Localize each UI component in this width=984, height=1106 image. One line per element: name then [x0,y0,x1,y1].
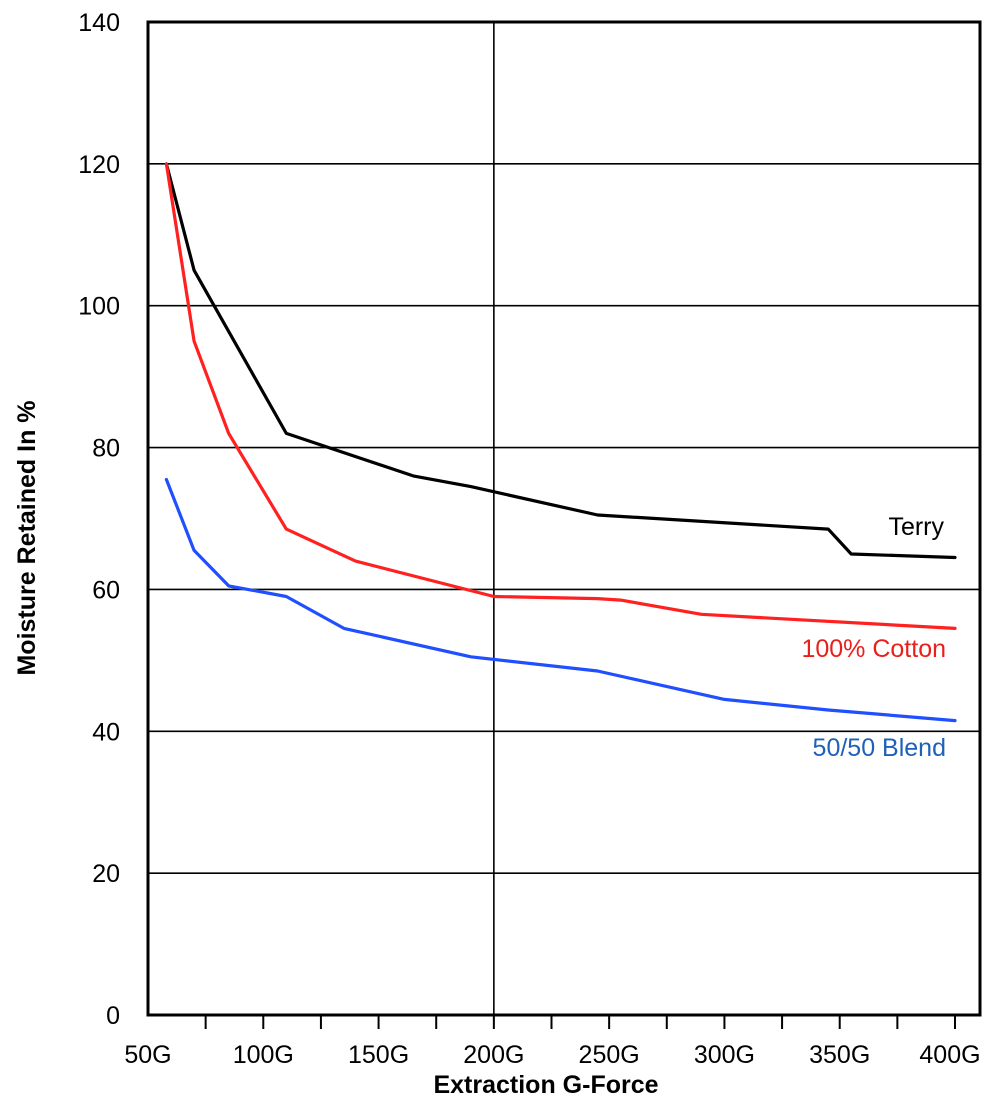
x-tick-label-50G: 50G [124,1041,171,1069]
x-tick-labels: 50G 100G 150G 200G 250G 300G 350G 400G [124,1041,980,1069]
x-tick-label-350G: 350G [809,1041,870,1069]
plot-frame [146,20,982,1017]
y-axis-title: Moisture Retained In % [13,400,41,675]
x-tick-label-250G: 250G [579,1041,640,1069]
series-labels: Terry 100% Cotton 50/50 Blend [801,513,946,762]
series-label-50-50-blend: 50/50 Blend [813,734,946,762]
y-tick-label-100: 100 [78,293,120,321]
x-tick-label-400G: 400G [919,1041,980,1069]
y-tick-label-120: 120 [78,151,120,179]
y-tick-label-40: 40 [92,718,120,746]
x-tick-label-300G: 300G [694,1041,755,1069]
series-line-50-50-blend [164,477,957,723]
y-tick-label-60: 60 [92,576,120,604]
x-tick-label-200G: 200G [463,1041,524,1069]
x-tick-label-100G: 100G [233,1041,294,1069]
x-tick-label-150G: 150G [348,1041,409,1069]
series-lines [164,162,957,723]
y-tick-labels: 0 20 40 60 80 100 120 140 [78,9,120,1030]
series-line-terry [164,162,957,560]
axis-ticks [204,1015,956,1029]
gridlines [148,22,980,1015]
series-label-terry: Terry [888,513,944,541]
y-tick-label-0: 0 [106,1002,120,1030]
y-tick-label-80: 80 [92,435,120,463]
series-label-100-cotton: 100% Cotton [801,635,946,663]
x-axis-title: Extraction G-Force [433,1071,658,1099]
series-line-100-cotton [164,162,957,631]
y-tick-label-140: 140 [78,9,120,37]
y-tick-label-20: 20 [92,860,120,888]
